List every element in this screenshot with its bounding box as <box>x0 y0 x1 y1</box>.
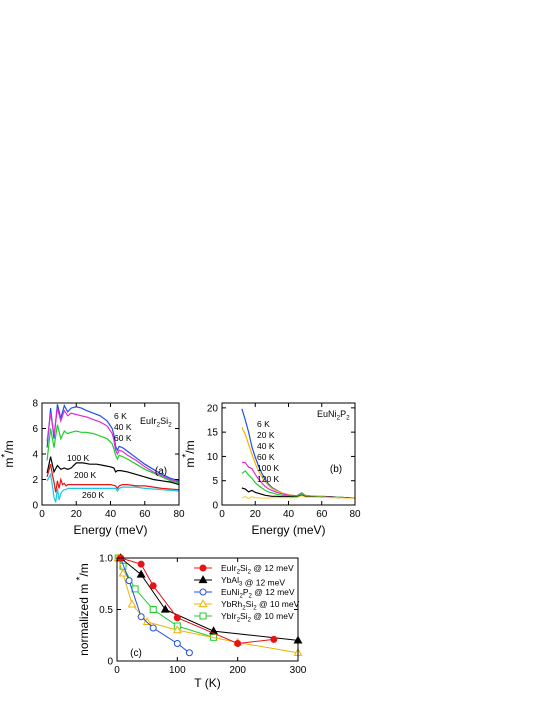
data-point <box>173 614 181 622</box>
series-line-260-K <box>46 472 179 503</box>
data-point <box>172 625 182 634</box>
data-point <box>270 635 278 643</box>
data-point <box>136 569 146 578</box>
panel-b: 0 20 40 60 80 0 5 10 15 20 Energy (meV) m*/m EuNi2P2… <box>181 402 361 537</box>
y-tick-label: 15 <box>207 428 219 439</box>
panel-c: 0 100 200 300 0 0.5 1.0 T (K) normalized m */m (c… <box>75 553 307 690</box>
temperature-label: 6 K <box>114 411 127 421</box>
data-point <box>160 604 170 613</box>
x-axis-label: T (K) <box>194 676 220 690</box>
temperature-label: 200 K <box>74 470 97 480</box>
legend-label: EuIr2Si2 @ 12 meV <box>221 563 294 576</box>
temperature-label: 120 K <box>257 474 280 484</box>
y-tick-label: 0 <box>32 501 38 512</box>
series-line-40-K <box>241 495 355 500</box>
y-axis-label: m*/m <box>181 440 197 467</box>
panel-label: (c) <box>130 648 142 659</box>
x-tick-label: 0 <box>39 509 45 520</box>
x-tick-label: 100 <box>169 665 186 676</box>
x-tick-label: 80 <box>173 509 185 520</box>
material-label: EuIr2Si2 <box>140 416 172 429</box>
data-point <box>137 560 145 568</box>
data-point <box>199 588 207 596</box>
temperature-label: 60 K <box>114 433 132 443</box>
legend-label: YbIr2Si2 @ 10 meV <box>221 611 294 624</box>
panel-label: (b) <box>330 464 342 475</box>
y-tick-label: 4 <box>32 450 38 461</box>
temperature-label: 60 K <box>257 452 275 462</box>
x-axis-label: Energy (meV) <box>251 523 325 537</box>
series-lines <box>241 408 355 500</box>
x-tick-label: 0 <box>114 665 120 676</box>
data-point <box>199 564 207 572</box>
temperature-label: 40 K <box>114 422 132 432</box>
x-axis-label: Energy (meV) <box>73 523 147 537</box>
y-tick-label: 2 <box>32 475 38 486</box>
series-line <box>120 557 274 645</box>
material-label: EuNi2P2 <box>317 409 350 422</box>
series-line-60-K <box>46 424 179 484</box>
data-point <box>198 575 208 584</box>
x-tick-label: 20 <box>71 509 83 520</box>
x-tick-label: 40 <box>283 509 295 520</box>
data-point <box>173 639 181 647</box>
temperature-label: 20 K <box>257 430 275 440</box>
data-point <box>127 599 137 608</box>
series-line-40-K <box>46 407 179 483</box>
data-point <box>149 606 157 613</box>
data-point <box>137 613 145 621</box>
legend-label: EuNi2P2 @ 12 meV <box>221 587 295 600</box>
y-tick-label: 0 <box>212 501 218 512</box>
x-tick-label: 0 <box>219 509 225 520</box>
data-point <box>149 582 157 590</box>
series-lines <box>46 404 179 503</box>
y-tick-label: 10 <box>207 452 219 463</box>
x-tick-label: 40 <box>105 509 117 520</box>
data-point <box>198 599 208 608</box>
data-point <box>149 624 157 632</box>
y-axis-label: m*/m <box>0 440 16 467</box>
x-tick-label: 60 <box>316 509 328 520</box>
temperature-label: 6 K <box>257 419 270 429</box>
y-tick-label: 0.5 <box>99 605 113 616</box>
x-tick-label: 300 <box>290 665 307 676</box>
series-line <box>117 557 214 638</box>
x-tick-label: 20 <box>250 509 262 520</box>
y-axis-label: normalized m */m <box>75 563 91 656</box>
temperature-label: 40 K <box>257 441 275 451</box>
panel-a: 0 20 40 60 80 0 2 4 6 8 Energy (meV) m*/m EuIr2Si2 (a… <box>0 399 185 538</box>
temperature-label: 100 K <box>67 453 90 463</box>
data-point <box>199 612 207 620</box>
temperature-label: 100 K <box>257 463 280 473</box>
y-tick-label: 6 <box>32 424 38 435</box>
x-tick-label: 80 <box>349 509 361 520</box>
data-point <box>125 577 133 585</box>
y-tick-label: 8 <box>32 399 38 410</box>
series-line-200-K <box>46 464 179 493</box>
series-line-100-K <box>46 456 179 486</box>
data-point <box>185 649 193 657</box>
legend-label: YbRh2Si2 @ 10 meV <box>221 599 300 612</box>
y-tick-label: 1.0 <box>99 554 113 565</box>
y-tick-label: 0 <box>107 657 113 668</box>
legend-label: YbAl3 @ 12 meV <box>221 575 285 588</box>
x-tick-label: 200 <box>229 665 246 676</box>
panel-label: (a) <box>155 466 167 477</box>
series-line-6-K <box>46 404 179 482</box>
y-tick-label: 20 <box>207 403 219 414</box>
x-tick-label: 60 <box>139 509 151 520</box>
temperature-label: 260 K <box>82 490 105 500</box>
data-point <box>118 568 128 577</box>
plot-frame <box>116 557 299 662</box>
data-point <box>234 639 242 647</box>
y-tick-label: 5 <box>212 476 218 487</box>
